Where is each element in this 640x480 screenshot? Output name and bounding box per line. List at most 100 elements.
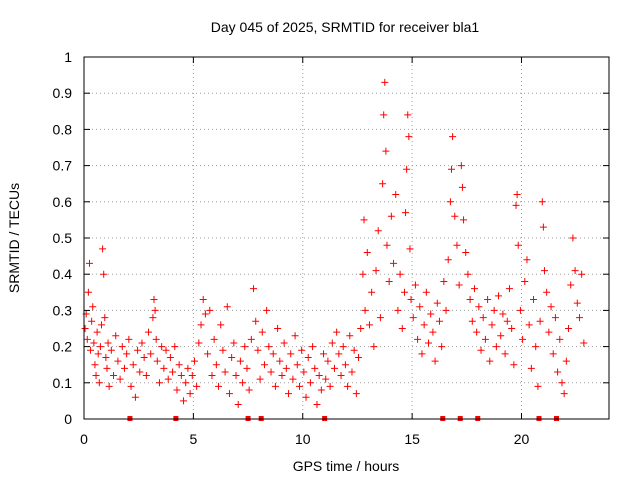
data-point [155,379,163,387]
data-point [468,317,476,325]
data-point [458,183,466,191]
data-point [274,325,282,332]
data-point [188,372,196,380]
data-point [285,390,293,398]
data-point [304,353,312,361]
data-point [101,314,109,322]
data-point [166,353,174,361]
data-point [379,180,387,188]
y-tick-label: 1 [64,49,72,65]
data-point [433,299,441,307]
data-point [580,339,588,347]
data-point [313,401,321,409]
data-point [571,267,579,275]
data-point [464,270,472,278]
data-point [411,281,419,289]
data-point [363,248,371,256]
data-point [221,368,229,376]
data-point [416,303,424,311]
data-point [403,165,411,173]
data-point [131,393,139,401]
data-point [193,382,201,390]
data-point [385,277,393,285]
data-point [348,368,356,376]
data-point [510,361,518,369]
y-tick-label: 0.8 [53,121,73,137]
axis-ticks [83,56,609,420]
data-point [295,382,303,390]
data-point [368,288,376,296]
data-point [402,209,410,217]
data-point [505,285,513,293]
y-axis-label: SRMTID / TECUs [6,183,22,293]
data-point [123,350,131,358]
data-point [282,364,290,372]
data-point [105,382,113,390]
data-point [562,357,570,365]
data-point [425,339,433,347]
data-point [567,281,575,289]
data-point [278,372,286,380]
data-point [210,335,218,343]
data-point [147,350,155,358]
data-point [521,277,529,285]
y-tick-label: 0.2 [53,339,73,355]
data-point [372,267,380,275]
data-point [110,372,118,380]
data-point [309,343,317,351]
data-point [107,346,115,354]
data-point [215,382,223,390]
data-point [182,379,190,387]
data-point [484,296,492,304]
data-point [152,335,160,343]
data-point [514,241,522,249]
data-point [337,372,345,380]
data-point [250,285,258,293]
data-point [400,288,408,296]
data-point [479,314,487,322]
data-point [370,343,378,351]
data-point [89,303,97,311]
data-point [129,361,137,369]
data-point [409,314,417,322]
data-point [195,339,203,347]
data-point [492,343,500,351]
data-point [549,350,557,358]
data-point [162,346,170,354]
data-point [134,346,142,354]
data-point [87,346,95,354]
data-point [120,364,128,372]
data-point [171,343,179,351]
data-point [293,361,301,369]
data-point [88,317,96,325]
data-point [497,332,505,340]
data-point [245,386,253,394]
data-point [265,343,273,351]
data-point [260,361,268,369]
data-point [267,368,275,376]
data-point [392,191,400,199]
data-point [243,364,251,372]
data-point [350,346,358,354]
data-point [228,353,236,361]
data-point [383,241,391,249]
data-point [414,335,422,343]
data-point [208,372,216,380]
data-point [328,339,336,347]
data-point [431,357,439,365]
data-point [280,339,288,347]
data-point [92,372,100,380]
data-point [94,350,102,358]
data-point [499,310,507,318]
data-point [289,375,297,383]
data-point [212,361,220,369]
data-point [530,296,538,304]
data-point [405,133,413,141]
data-point [501,350,509,358]
y-tick-label: 0.9 [53,85,73,101]
data-point [118,343,126,351]
x-axis-label: GPS time / hours [293,458,400,474]
data-point [230,339,238,347]
data-point [95,379,103,387]
